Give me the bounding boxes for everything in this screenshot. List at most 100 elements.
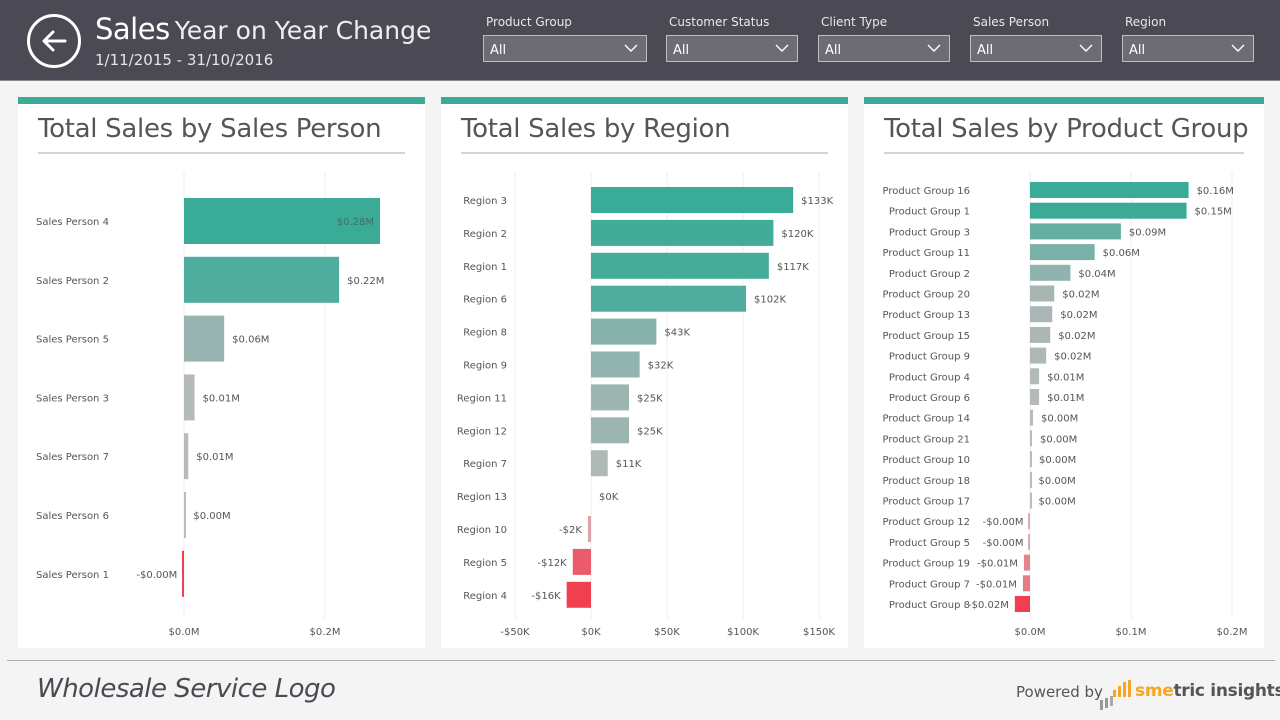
category-label: Product Group 15: [883, 331, 971, 342]
data-label: $0.00M: [1039, 476, 1076, 487]
category-label: Product Group 9: [889, 352, 970, 363]
smetric-bars-logo-icon: [1100, 680, 1131, 710]
category-label: Region 13: [457, 492, 507, 503]
data-label: $0.06M: [232, 335, 269, 346]
region-panel: Total Sales by Region -$50K $0K $50K $100K $…: [441, 97, 848, 648]
slicer-product-group: Product Group All: [483, 15, 647, 62]
slicer-client-type: Client Type All: [818, 15, 950, 62]
bar: [587, 516, 591, 542]
category-label: Product Group 17: [883, 497, 971, 508]
category-label: Sales Person 6: [36, 511, 109, 522]
category-label: Sales Person 3: [36, 393, 109, 404]
data-label: $133K: [801, 196, 833, 207]
product-group-panel: Total Sales by Product Group $0.0M $0.1M $…: [864, 97, 1264, 648]
data-label: -$0.00M: [136, 570, 177, 581]
bar: [591, 219, 774, 246]
category-label: Region 8: [463, 328, 507, 339]
data-label: $0.02M: [1062, 290, 1099, 301]
data-label: $0.00M: [1039, 455, 1076, 466]
category-label: Product Group 11: [883, 248, 971, 259]
bar: [1030, 409, 1034, 426]
data-label: $0.06M: [1103, 248, 1140, 259]
sales-person-dropdown[interactable]: All: [970, 35, 1102, 62]
bar: [1022, 575, 1030, 592]
customer-status-dropdown[interactable]: All: [666, 35, 798, 62]
slicer-label: Customer Status: [669, 15, 770, 29]
bar: [184, 256, 340, 303]
bar: [1030, 285, 1055, 302]
data-label: $0.01M: [1047, 372, 1084, 383]
bar: [1030, 264, 1071, 281]
data-label: $32K: [648, 361, 674, 372]
chevron-down-icon: [775, 44, 789, 52]
chart-title: Total Sales by Region: [461, 114, 731, 144]
category-label: Region 3: [463, 196, 507, 207]
title-divider: [884, 152, 1244, 154]
data-label: $0.02M: [1060, 310, 1097, 321]
sales-person-panel: Total Sales by Sales Person $0.0M $0.2M Sa…: [18, 97, 425, 648]
data-label: $0.04M: [1078, 269, 1115, 280]
bar: [184, 315, 225, 362]
x-tick-label: $0K: [581, 627, 601, 638]
category-label: Product Group 4: [889, 372, 970, 383]
smetric-insights-logo: smetric insights: [1135, 681, 1280, 701]
category-label: Product Group 18: [883, 476, 971, 487]
category-label: Region 6: [463, 295, 507, 306]
bar: [591, 417, 629, 444]
bar: [566, 581, 591, 608]
chevron-down-icon: [1079, 44, 1093, 52]
slicer-label: Sales Person: [973, 15, 1050, 29]
slicer-customer-status: Customer Status All: [666, 15, 798, 62]
data-label: $0.28M: [337, 217, 374, 228]
bar: [591, 450, 608, 477]
data-label: $0K: [599, 492, 619, 503]
slicer-label: Region: [1125, 15, 1167, 29]
region-dropdown[interactable]: All: [1122, 35, 1254, 62]
bar: [1028, 513, 1030, 530]
date-range: 1/11/2015 - 31/10/2016: [95, 51, 274, 69]
data-label: $0.15M: [1195, 207, 1232, 218]
chevron-down-icon: [927, 44, 941, 52]
category-label: Product Group 19: [883, 559, 971, 570]
category-label: Product Group 14: [883, 414, 971, 425]
data-label: $102K: [754, 295, 786, 306]
category-label: Sales Person 7: [36, 452, 109, 463]
bar: [1030, 347, 1047, 364]
data-label: $0.00M: [1040, 434, 1077, 445]
data-label: -$0.00M: [983, 538, 1024, 549]
slicer-sales-person: Sales Person All: [970, 15, 1102, 62]
category-label: Region 1: [463, 262, 507, 273]
bar: [182, 550, 184, 597]
dropdown-value: All: [825, 43, 842, 58]
product-group-dropdown[interactable]: All: [483, 35, 647, 62]
slicer-label: Client Type: [821, 15, 888, 29]
data-label: $25K: [637, 426, 663, 437]
bar: [591, 252, 769, 279]
brand-rest: tric insights: [1173, 681, 1280, 701]
bar: [184, 198, 380, 244]
client-type-dropdown[interactable]: All: [818, 35, 950, 62]
panel-accent-bar: [441, 97, 848, 104]
category-label: Product Group 20: [883, 290, 971, 301]
data-label: -$0.01M: [977, 559, 1018, 570]
category-label: Product Group 3: [889, 227, 970, 238]
data-label: $0.22M: [347, 276, 384, 287]
data-label: $0.00M: [193, 511, 230, 522]
page-title: Sales Year on Year Change: [95, 12, 431, 46]
x-tick-label: $50K: [654, 627, 680, 638]
category-label: Region 7: [463, 459, 507, 470]
bar: [1030, 389, 1040, 405]
title-divider: [461, 152, 828, 154]
bar: [184, 492, 186, 538]
back-button[interactable]: [27, 14, 81, 68]
data-label: $0.02M: [1058, 331, 1095, 342]
chevron-down-icon: [1231, 44, 1245, 52]
x-tick-label: $150K: [803, 627, 835, 638]
category-label: Product Group 2: [889, 269, 970, 280]
slicer-label: Product Group: [486, 15, 572, 29]
brand-accent: sme: [1135, 681, 1174, 701]
bar: [1030, 182, 1189, 198]
x-tick-label: $0.1M: [1116, 627, 1147, 638]
bar: [1014, 596, 1030, 612]
title-rest: Year on Year Change: [174, 16, 432, 45]
